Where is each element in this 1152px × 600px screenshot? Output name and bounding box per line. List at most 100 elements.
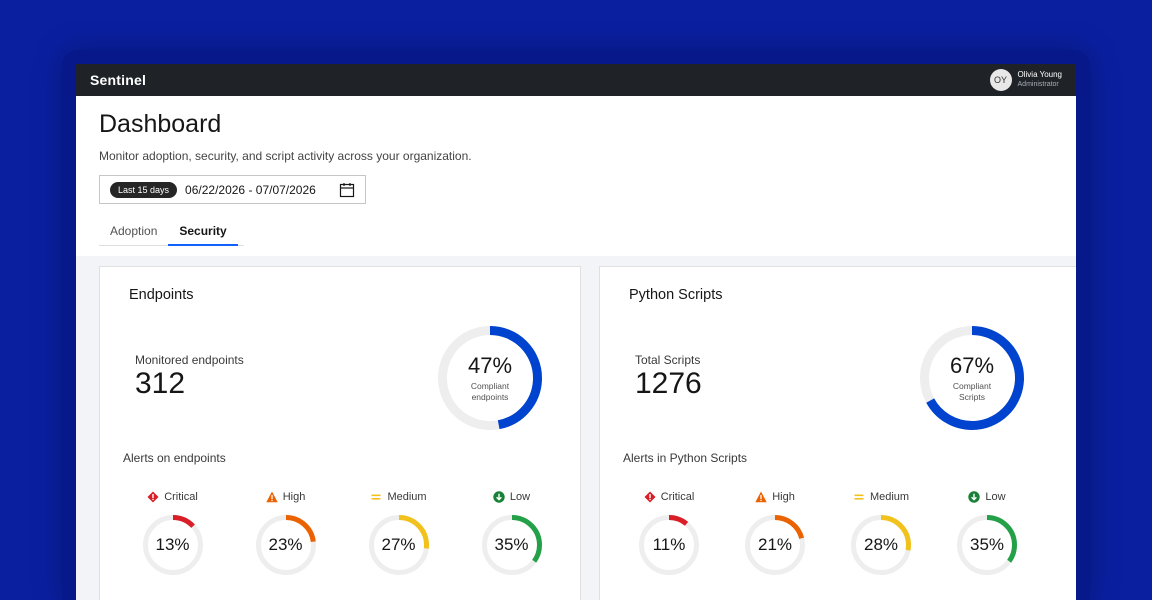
- critical-icon: [147, 491, 159, 503]
- severity-donut: 13%: [141, 513, 205, 577]
- donut-arc: [368, 515, 429, 575]
- severity-name: High: [772, 491, 795, 503]
- donut-ring: [438, 326, 542, 430]
- severity-medium: Medium 27%: [342, 489, 455, 577]
- severity-label: Medium: [853, 489, 909, 505]
- donut-ring: [920, 326, 1024, 430]
- donut-ring: [957, 515, 1017, 575]
- card-title: Endpoints: [129, 287, 194, 303]
- severity-donut: 27%: [367, 513, 431, 577]
- critical-icon: [644, 491, 656, 503]
- donut-caption: Compliant endpoints: [470, 381, 510, 402]
- donut-arc: [142, 515, 203, 575]
- donut-percent: 67%: [949, 353, 995, 378]
- severity-percent: 23%: [268, 535, 303, 554]
- donut-ring: [639, 515, 699, 575]
- severity-percent: 35%: [494, 535, 529, 554]
- donut-arc: [438, 326, 542, 430]
- severity-name: Low: [509, 491, 531, 503]
- severity-label: High: [265, 489, 306, 505]
- donut-arc: [639, 515, 699, 575]
- severity-donut: 11%: [637, 513, 701, 577]
- top-bar: Sentinel OY Olivia Young Administrator: [76, 64, 1076, 96]
- donut-center: 47% Compliant endpoints: [436, 324, 544, 432]
- severity-percent: 35%: [969, 535, 1005, 554]
- severity-donut: 23%: [254, 513, 318, 577]
- severity-donut: 21%: [743, 513, 807, 577]
- donut-ring: [368, 515, 429, 575]
- user-menu[interactable]: OY Olivia Young Administrator: [989, 69, 1062, 91]
- severity-donut: 35%: [480, 513, 544, 577]
- severity-list: Critical 13% High 23%: [100, 489, 582, 577]
- severity-name: Low: [985, 491, 1006, 503]
- severity-medium: Medium 28%: [828, 489, 934, 577]
- compliance-donut: 67% Compliant Scripts: [918, 324, 1026, 432]
- severity-name: Critical: [164, 491, 198, 503]
- severity-label: Low: [493, 489, 530, 505]
- user-info: Olivia Young Administrator: [1018, 70, 1062, 90]
- page-header: Dashboard Monitor adoption, security, an…: [76, 96, 1076, 256]
- tab-adoption[interactable]: Adoption: [110, 224, 158, 238]
- severity-name: Medium: [387, 491, 427, 503]
- donut-ring: [142, 515, 203, 575]
- severity-percent: 28%: [863, 535, 899, 554]
- tab-bar: Adoption Security: [99, 216, 244, 246]
- donut-caption: Compliant Scripts: [952, 381, 992, 402]
- severity-percent: 13%: [155, 535, 190, 554]
- donut-arc: [957, 515, 1017, 575]
- arrow-down-icon: [493, 491, 505, 503]
- donut-arc: [481, 515, 542, 575]
- severity-critical: Critical 11%: [616, 489, 722, 577]
- avatar[interactable]: OY: [989, 69, 1012, 91]
- donut-arc: [255, 515, 316, 575]
- warning-icon: [265, 491, 278, 503]
- metric-value: 1276: [635, 367, 702, 400]
- alerts-label: Alerts on endpoints: [123, 451, 226, 465]
- date-preset-chip[interactable]: Last 15 days: [110, 181, 178, 198]
- date-range-picker[interactable]: Last 15 days 06/22/2026 - 07/07/2026: [99, 175, 366, 204]
- donut-ring: [851, 515, 911, 575]
- severity-donut: 35%: [955, 513, 1019, 577]
- donut-center: 67% Compliant Scripts: [918, 324, 1026, 432]
- python-scripts-card: Python Scripts Total Scripts 1276 67% Co…: [599, 266, 1076, 600]
- severity-name: High: [282, 491, 306, 503]
- severity-high: High 21%: [722, 489, 828, 577]
- calendar-icon[interactable]: [339, 182, 355, 198]
- severity-low: Low 35%: [455, 489, 568, 577]
- brand-logo[interactable]: Sentinel: [90, 72, 147, 88]
- page-subtitle: Monitor adoption, security, and script a…: [99, 149, 472, 163]
- donut-arc: [851, 515, 911, 575]
- user-role: Administrator: [1017, 81, 1059, 88]
- severity-label: Low: [968, 489, 1006, 505]
- tab-security[interactable]: Security: [168, 216, 238, 246]
- severity-high: High 23%: [229, 489, 342, 577]
- donut-ring: [481, 515, 542, 575]
- cards-row: Endpoints Monitored endpoints 312 47% Co…: [99, 266, 1076, 600]
- equals-icon: [854, 494, 864, 500]
- severity-name: Critical: [660, 491, 695, 503]
- severity-percent: 21%: [757, 535, 793, 554]
- equals-icon: [371, 494, 381, 500]
- severity-label: Medium: [370, 489, 427, 505]
- severity-donut: 28%: [849, 513, 913, 577]
- app-window: Sentinel OY Olivia Young Administrator D…: [76, 64, 1076, 600]
- donut-ring: [745, 515, 805, 575]
- date-range-value[interactable]: 06/22/2026 - 07/07/2026: [185, 182, 316, 197]
- card-title: Python Scripts: [629, 287, 723, 303]
- user-name: Olivia Young: [1017, 70, 1062, 79]
- donut-percent: 47%: [467, 353, 513, 378]
- severity-label: Critical: [147, 489, 198, 505]
- arrow-down-icon: [968, 491, 981, 503]
- severity-critical: Critical 13%: [116, 489, 229, 577]
- page-title: Dashboard: [99, 110, 222, 138]
- donut-arc: [920, 326, 1024, 430]
- warning-icon: [755, 491, 767, 503]
- metric-label: Monitored endpoints: [135, 353, 244, 367]
- severity-label: Critical: [644, 489, 695, 505]
- severity-label: High: [755, 489, 795, 505]
- severity-low: Low 35%: [934, 489, 1040, 577]
- donut-ring: [255, 515, 316, 575]
- endpoints-card: Endpoints Monitored endpoints 312 47% Co…: [99, 266, 581, 600]
- severity-name: Medium: [869, 491, 910, 503]
- compliance-donut: 47% Compliant endpoints: [436, 324, 544, 432]
